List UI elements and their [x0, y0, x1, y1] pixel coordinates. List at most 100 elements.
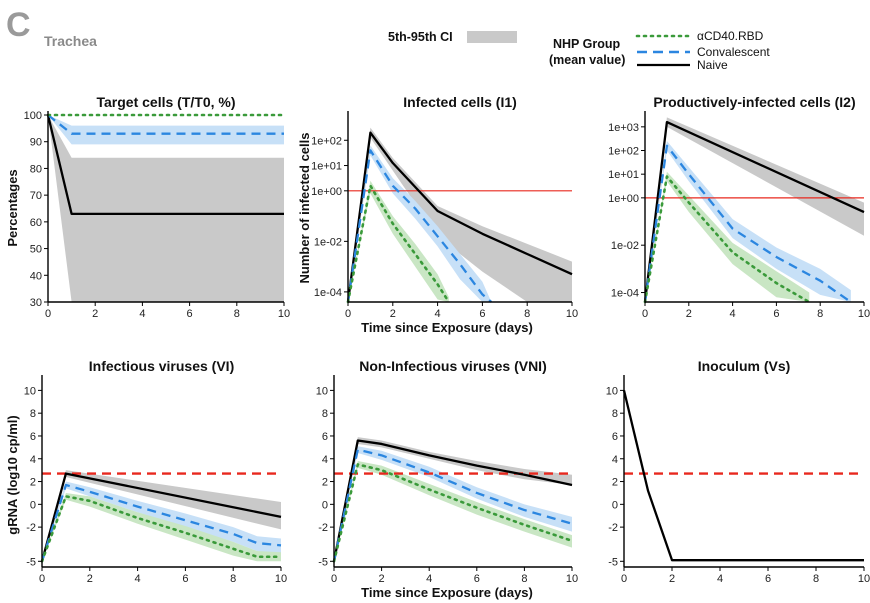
x-tick-label-vi: 4: [135, 573, 141, 585]
legend-ci-swatch: [467, 31, 517, 43]
legend-ci-label: 5th-95th CI: [388, 30, 453, 44]
y-tick-label-vni: 0: [322, 499, 328, 511]
chart-title-target: Target cells (T/T0, %): [97, 94, 236, 110]
series-line-i2-convalescent: [643, 144, 852, 303]
x-tick-label-vi: 0: [39, 573, 45, 585]
x-tick-label-i2: 0: [642, 308, 648, 320]
x-tick-label-i2: 4: [730, 308, 736, 320]
legend-entry-naive: Naive: [697, 58, 728, 72]
y-tick-label-i2: 1e+03: [608, 122, 639, 134]
x-axis-label-top-mid: Time since Exposure (days): [361, 320, 533, 335]
y-tick-label-i2: 1e+02: [608, 146, 639, 158]
x-tick-label-target: 10: [278, 308, 290, 320]
x-tick-label-vs: 4: [717, 573, 723, 585]
x-tick-label-vi: 8: [230, 573, 236, 585]
series-line-target-convalescent: [47, 114, 284, 135]
y-tick-label-i2: 1e-04: [611, 288, 639, 300]
x-tick-label-i2: 10: [858, 308, 870, 320]
y-tick-label-target: 50: [30, 244, 42, 256]
x-tick-label-vs: 6: [765, 573, 771, 585]
legend-group-title-line2: (mean value): [549, 53, 625, 67]
x-tick-label-vi: 6: [182, 573, 188, 585]
y-tick-label-vi: 10: [24, 385, 36, 397]
chart-title-i2: Productively-infected cells (I2): [653, 94, 855, 110]
chart-title-vs: Inoculum (Vs): [698, 358, 791, 374]
y-tick-label-vni: 4: [322, 454, 328, 466]
chart-infectious-viruses: Infectious viruses (VI) 0 2 4 6 8 10 10 8 6 4 2 0 -2 -…: [24, 358, 287, 585]
legend-entry-convalescent: Convalescent: [697, 45, 770, 59]
x-tick-label-vs: 10: [858, 573, 870, 585]
y-tick-label-target: 60: [30, 217, 42, 229]
y-tick-label-i2: 1e+01: [608, 169, 639, 181]
y-tick-label-vi: 2: [30, 477, 36, 489]
y-tick-label-vni: -5: [318, 556, 328, 568]
x-tick-label-i1: 6: [479, 308, 485, 320]
y-tick-label-target: 70: [30, 190, 42, 202]
x-tick-label-i2: 2: [686, 308, 692, 320]
chart-title-i1: Infected cells (I1): [403, 94, 517, 110]
x-tick-label-vni: 10: [566, 573, 578, 585]
y-tick-label-vi: -2: [26, 522, 36, 534]
y-tick-label-vs: 6: [612, 431, 618, 443]
x-tick-label-target: 0: [45, 308, 51, 320]
x-tick-label-i1: 2: [390, 308, 396, 320]
y-tick-label-vi: -5: [26, 556, 36, 568]
y-tick-label-i1: 1e-02: [314, 236, 342, 248]
y-tick-label-target: 100: [24, 110, 42, 122]
x-tick-label-i2: 6: [773, 308, 779, 320]
x-tick-label-vni: 0: [331, 573, 337, 585]
x-tick-label-target: 4: [139, 308, 145, 320]
y-tick-label-i2: 1e+00: [608, 193, 639, 205]
ci-band-i2-acd40: [645, 171, 810, 302]
x-tick-label-vni: 8: [521, 573, 527, 585]
y-tick-label-vs: -2: [608, 522, 618, 534]
chart-infected-cells-i1: Infected cells (I1) 0 2 4 6 8 10 1e+02 1e+01 1e+0…: [311, 94, 578, 320]
series-line-i1-convalescent: [346, 149, 493, 303]
ci-band-i1-acd40: [348, 180, 449, 302]
ci-band-vni-naive: [334, 437, 572, 562]
chart-target-cells: Target cells (T/T0, %) 0 2 4 6 8 10 30 40 50 60 70 8…: [24, 94, 290, 320]
ci-band-target-convalescent: [48, 115, 284, 145]
ci-band-i2-convalescent: [645, 141, 851, 302]
series-line-i1-acd40: [346, 184, 451, 304]
y-tick-label-target: 80: [30, 163, 42, 175]
x-tick-label-i2: 8: [817, 308, 823, 320]
chart-non-infectious-viruses: Non-Infectious viruses (VNI) 0 2 4 6 8 10 10 8 6 4…: [316, 358, 578, 585]
series-line-vni-acd40: [332, 463, 574, 563]
y-axis-label-percentages: Percentages: [5, 169, 20, 246]
y-tick-label-vi: 0: [30, 499, 36, 511]
x-tick-label-vi: 2: [87, 573, 93, 585]
y-tick-label-vi: 4: [30, 454, 36, 466]
series-line-target-naive: [46, 114, 284, 215]
ci-band-i1-convalescent: [348, 145, 492, 302]
series-line-vi-acd40: [40, 495, 283, 563]
y-tick-label-vs: 8: [612, 408, 618, 420]
y-tick-label-vni: 8: [322, 408, 328, 420]
x-tick-label-vs: 8: [813, 573, 819, 585]
y-tick-label-i1: 1e+00: [311, 186, 342, 198]
series-line-vi-convalescent: [40, 483, 282, 562]
panel-letter: C: [6, 6, 31, 44]
y-tick-label-i1: 1e-04: [314, 287, 342, 299]
y-tick-label-vi: 6: [30, 431, 36, 443]
y-axis-label-infected-cells: Number of infected cells: [297, 133, 312, 284]
series-line-vs-naive: [622, 390, 864, 562]
y-tick-label-vni: -2: [318, 522, 328, 534]
y-tick-label-target: 40: [30, 270, 42, 282]
y-tick-label-i1: 1e+01: [311, 161, 342, 173]
ci-band-i2-naive: [645, 117, 864, 302]
y-tick-label-target: 90: [30, 137, 42, 149]
x-tick-label-i1: 4: [435, 308, 441, 320]
y-tick-label-i1: 1e+02: [311, 135, 342, 147]
y-tick-label-vs: 2: [612, 477, 618, 489]
ci-band-target-naive: [48, 115, 284, 302]
legend-entry-acd40: αCD40.RBD: [697, 29, 764, 43]
ci-band-vi-naive: [42, 470, 281, 562]
x-tick-label-target: 8: [234, 308, 240, 320]
x-tick-label-vs: 0: [621, 573, 627, 585]
x-tick-label-i1: 0: [345, 308, 351, 320]
x-tick-label-vni: 6: [474, 573, 480, 585]
legend-group-title-line1: NHP Group: [553, 37, 620, 51]
chart-title-vi: Infectious viruses (VI): [89, 358, 234, 374]
y-tick-label-i2: 1e-02: [611, 240, 639, 252]
